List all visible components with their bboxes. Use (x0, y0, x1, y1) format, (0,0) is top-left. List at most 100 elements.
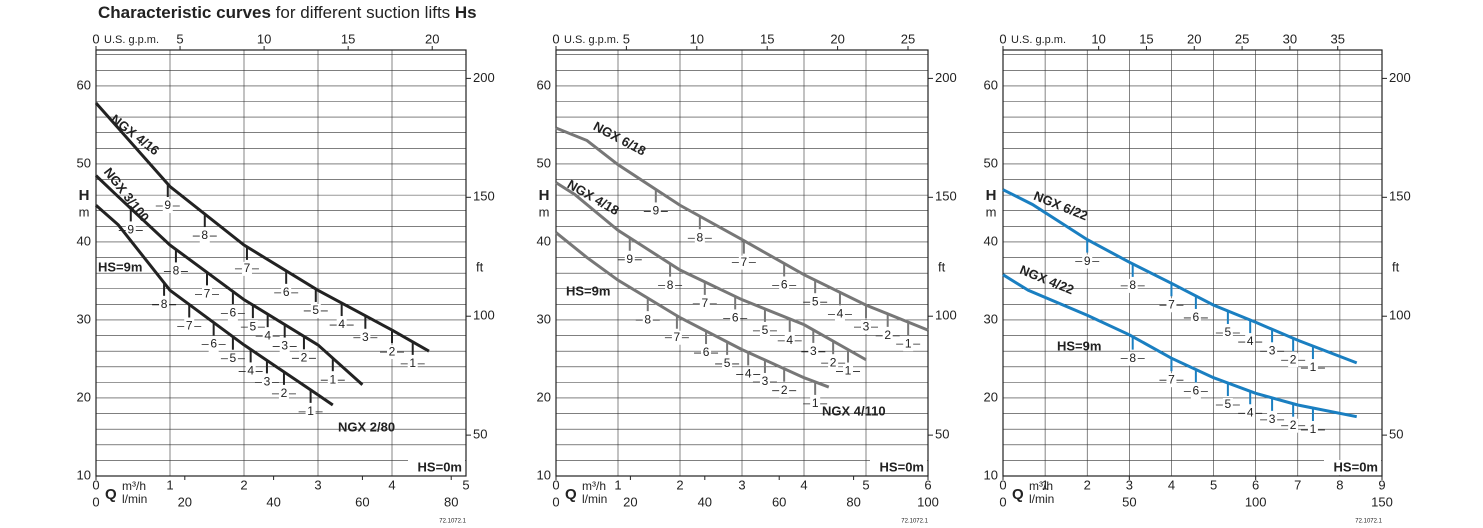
y2-tick-label: 150 (1389, 189, 1411, 204)
x-tick-label: 0 (552, 477, 559, 492)
y-tick-label: 30 (537, 311, 551, 326)
label-bg (828, 356, 839, 371)
hs-label: 4 (247, 364, 254, 378)
label-bg (1307, 361, 1318, 376)
code-label: 72.1072.1 (901, 519, 928, 525)
label-bg (1127, 278, 1138, 293)
code-label: 72.1072.1 (439, 519, 466, 525)
label-bg (305, 404, 316, 419)
label-bg (241, 261, 252, 276)
y2-tick-label: 200 (473, 70, 495, 85)
x-unit: m³/h (1029, 479, 1053, 493)
hs-label: 7 (674, 330, 681, 344)
hs-label: 3 (1269, 343, 1276, 357)
label-bg (279, 339, 290, 354)
curve (94, 174, 364, 386)
y2-tick-label: 100 (1389, 308, 1411, 323)
gpm-unit: U.S. g.p.m. (564, 34, 619, 46)
y2-unit: ft (476, 259, 484, 274)
lmin-tick-label: 40 (266, 494, 280, 509)
curve-label: NGX 6/22 (1032, 188, 1091, 223)
label-bg (184, 319, 195, 334)
hs-label: 5 (312, 303, 319, 317)
label-bg (162, 199, 173, 214)
label-bg (1267, 344, 1278, 359)
x-tick-label: 3 (1126, 477, 1133, 492)
hs-label: 3 (863, 319, 870, 333)
x-label: Q (1012, 486, 1024, 503)
hs-label: 1 (307, 404, 314, 418)
label-bg (694, 231, 705, 246)
y-tick-label: 50 (984, 155, 998, 170)
y2-tick-label: 150 (935, 189, 957, 204)
hs-label: 1 (845, 364, 852, 378)
hs-label: 5 (1225, 397, 1232, 411)
gpm-tick-label: 10 (257, 31, 271, 46)
hs-label: 4 (837, 307, 844, 321)
y2-tick-label: 100 (935, 308, 957, 323)
hs-label: 7 (244, 261, 251, 275)
x-tick-label: 3 (314, 477, 321, 492)
label-bg (701, 346, 712, 361)
y2-tick-label: 50 (473, 427, 487, 442)
x-tick-label: 3 (738, 477, 745, 492)
hs-label: 8 (644, 312, 651, 326)
label-bg (170, 264, 181, 279)
x-label: Q (565, 486, 577, 503)
hs-label: 2 (781, 383, 788, 397)
label-bg (759, 374, 770, 389)
lmin-unit: l/min (122, 492, 147, 506)
label-bg (882, 328, 893, 343)
gpm-unit: U.S. g.p.m. (104, 34, 159, 46)
plot-frame (95, 49, 467, 477)
lmin-tick-label: 0 (552, 494, 559, 509)
lmin-tick-label: 40 (698, 494, 712, 509)
hs-label: 4 (786, 333, 793, 347)
label-bg (1245, 335, 1256, 350)
label-bg (159, 297, 170, 312)
label-bg (665, 278, 676, 293)
hs-label: 5 (1225, 325, 1232, 339)
y-label: H (986, 187, 997, 204)
hs-label: 1 (905, 336, 912, 350)
label-bg (1190, 384, 1201, 399)
hs-label: 2 (830, 355, 837, 369)
label-bg (298, 351, 309, 366)
hs-label: 7 (1168, 372, 1175, 386)
hs-label: 2 (1290, 418, 1297, 432)
x-tick-label: 2 (1084, 477, 1091, 492)
hs-label: 8 (173, 264, 180, 278)
hs-label: 5 (230, 351, 237, 365)
label-bg (1324, 460, 1381, 475)
label-bg (699, 296, 710, 311)
x-tick-label: 9 (1378, 477, 1385, 492)
x-label: Q (105, 486, 117, 503)
hs-label: 1 (409, 356, 416, 370)
label-bg (1166, 373, 1177, 388)
hs-label: 2 (301, 350, 308, 364)
hs-label: 7 (1168, 297, 1175, 311)
label-bg (1307, 423, 1318, 438)
label-bg (808, 344, 819, 359)
y-tick-label: 20 (77, 389, 91, 404)
hs-label: 7 (186, 319, 193, 333)
hs-label: 4 (745, 367, 752, 381)
hs-label: 9 (127, 223, 134, 237)
label-bg (1222, 397, 1233, 412)
curve-label: NGX 2/80 (338, 419, 395, 434)
y-tick-label: 60 (77, 77, 91, 92)
gpm-tick-label: 35 (1330, 31, 1344, 46)
x-tick-label: 4 (800, 477, 807, 492)
y-tick-label: 30 (77, 311, 91, 326)
hs-min-label: HS=0m (1334, 459, 1378, 474)
hs-label: 4 (1247, 334, 1254, 348)
gpm-unit: U.S. g.p.m. (1011, 34, 1066, 46)
label-bg (810, 396, 821, 411)
y-tick-label: 20 (984, 389, 998, 404)
hs-label: 8 (161, 297, 168, 311)
curve-label: NGX 6/18 (591, 118, 648, 158)
label-bg (650, 204, 661, 219)
label-bg (1267, 412, 1278, 427)
curve (95, 204, 334, 407)
hs-label: 7 (741, 255, 748, 269)
